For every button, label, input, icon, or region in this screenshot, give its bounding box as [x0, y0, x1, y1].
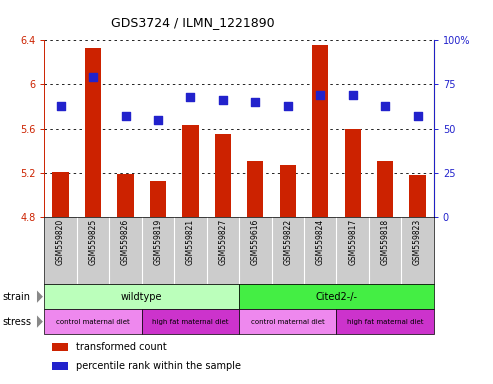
- Point: [414, 113, 422, 119]
- Bar: [247, 161, 263, 217]
- Point: [349, 92, 356, 98]
- Point: [89, 74, 97, 81]
- Bar: [239, 284, 434, 309]
- Bar: [52, 172, 69, 217]
- Point: [186, 94, 194, 100]
- Bar: [44, 309, 142, 334]
- Text: GSM559817: GSM559817: [348, 219, 357, 265]
- Text: GSM559826: GSM559826: [121, 219, 130, 265]
- Text: control maternal diet: control maternal diet: [56, 319, 130, 324]
- Text: GDS3724 / ILMN_1221890: GDS3724 / ILMN_1221890: [110, 16, 274, 29]
- Text: GSM559820: GSM559820: [56, 219, 65, 265]
- Text: GSM559825: GSM559825: [89, 219, 98, 265]
- Point: [219, 97, 227, 103]
- Text: strain: strain: [2, 291, 31, 302]
- Text: GSM559824: GSM559824: [316, 219, 325, 265]
- Text: transformed count: transformed count: [75, 342, 166, 352]
- Bar: [312, 45, 328, 217]
- Bar: [44, 284, 239, 309]
- Bar: [377, 161, 393, 217]
- Point: [381, 103, 389, 109]
- Text: GSM559823: GSM559823: [413, 219, 422, 265]
- Point: [284, 103, 292, 109]
- Text: wildtype: wildtype: [121, 291, 163, 302]
- Text: Cited2-/-: Cited2-/-: [316, 291, 357, 302]
- Polygon shape: [37, 316, 43, 328]
- Text: control maternal diet: control maternal diet: [251, 319, 325, 324]
- Text: GSM559827: GSM559827: [218, 219, 227, 265]
- Point: [154, 117, 162, 123]
- Point: [57, 103, 65, 109]
- Bar: [150, 180, 166, 217]
- Bar: [85, 48, 101, 217]
- Text: GSM559819: GSM559819: [153, 219, 163, 265]
- Bar: [215, 134, 231, 217]
- Point: [251, 99, 259, 105]
- Text: GSM559821: GSM559821: [186, 219, 195, 265]
- Bar: [345, 129, 361, 217]
- Point: [122, 113, 130, 119]
- Bar: [182, 125, 199, 217]
- Polygon shape: [37, 291, 43, 303]
- Text: GSM559818: GSM559818: [381, 219, 389, 265]
- Text: GSM559616: GSM559616: [251, 219, 260, 265]
- Text: percentile rank within the sample: percentile rank within the sample: [75, 361, 241, 371]
- Text: high fat maternal diet: high fat maternal diet: [347, 319, 423, 324]
- Bar: [239, 309, 336, 334]
- Text: GSM559822: GSM559822: [283, 219, 292, 265]
- Bar: [280, 165, 296, 217]
- Bar: [142, 309, 239, 334]
- Bar: [410, 175, 426, 217]
- Bar: [336, 309, 434, 334]
- Point: [317, 92, 324, 98]
- Text: stress: stress: [2, 316, 32, 327]
- Text: high fat maternal diet: high fat maternal diet: [152, 319, 229, 324]
- Bar: [52, 343, 68, 351]
- Bar: [117, 174, 134, 217]
- Bar: [52, 362, 68, 371]
